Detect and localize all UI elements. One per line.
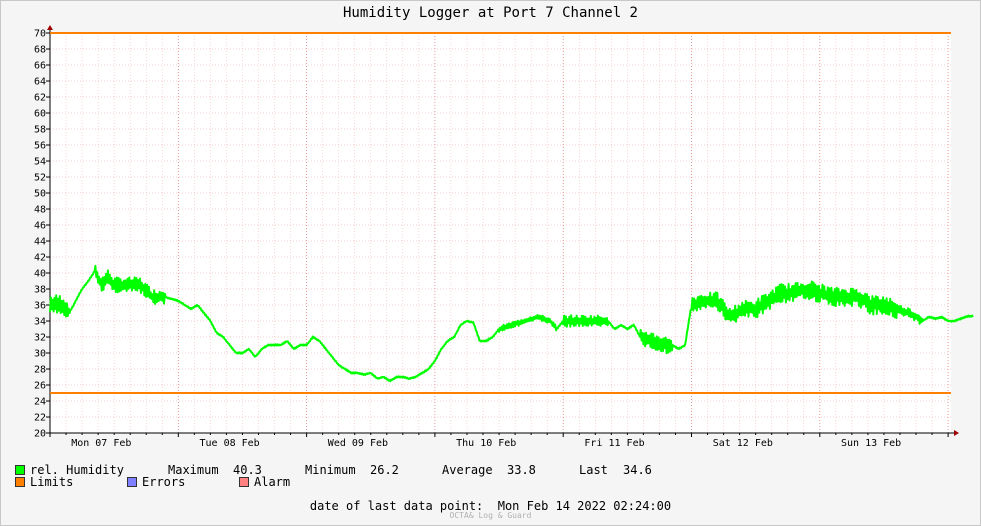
y-tick-label: 62 [34,93,46,104]
stat-last-value: 34.6 [623,463,652,477]
y-tick-label: 66 [34,61,46,72]
x-tick-label: Sun 13 Feb [841,438,901,449]
y-tick-label: 52 [34,173,46,184]
y-tick-label: 26 [34,381,46,392]
x-tick-label: Fri 11 Feb [584,438,644,449]
y-tick-label: 58 [34,125,46,136]
y-tick-label: 50 [34,189,46,200]
y-tick-label: 44 [34,237,46,248]
stat-min-label: Minimum [305,463,356,477]
y-tick-label: 70 [34,29,46,40]
x-tick-label: Wed 09 Feb [328,438,388,449]
stat-max-label: Maximum [168,463,219,477]
x-tick-label: Tue 08 Feb [200,438,260,449]
y-tick-label: 34 [34,317,46,328]
legend-label-alarm: Alarm [254,475,291,489]
y-tick-label: 60 [34,109,46,120]
legend-swatch-limits [15,477,25,487]
y-tick-label: 22 [34,413,46,424]
y-tick-label: 30 [34,349,46,360]
plot-area [50,33,951,433]
y-tick-label: 20 [34,429,46,440]
stat-last-label: Last [579,463,608,477]
stat-min-value: 26.2 [370,463,399,477]
y-tick-label: 38 [34,285,46,296]
y-tick-label: 42 [34,253,46,264]
y-tick-label: 24 [34,397,46,408]
y-tick-label: 54 [34,157,46,168]
legend-swatch-alarm [239,477,249,487]
y-tick-label: 40 [34,269,46,280]
x-tick-label: Mon 07 Feb [71,438,131,449]
chart-title: Humidity Logger at Port 7 Channel 2 [342,5,638,21]
y-tick-label: 48 [34,205,46,216]
stat-max-value: 40.3 [233,463,262,477]
x-axis-arrow [954,430,959,436]
y-tick-label: 64 [34,77,46,88]
x-tick-label: Thu 10 Feb [456,438,516,449]
legend-swatch-errors [127,477,137,487]
legend-label-humidity: rel. Humidity [30,463,124,477]
legend-label-errors: Errors [142,475,186,489]
stat-avg-value: 33.8 [507,463,536,477]
x-tick-label: Sat 12 Feb [713,438,773,449]
legend-swatch-humidity [15,465,25,475]
y-tick-label: 28 [34,365,46,376]
y-tick-label: 46 [34,221,46,232]
last-data-point-label: date of last data point: Mon Feb 14 2022… [309,499,672,513]
watermark: OCTA& Log & Guard [449,511,532,520]
series-line-humidity [49,264,974,383]
y-tick-label: 36 [34,301,46,312]
y-tick-label: 56 [34,141,46,152]
y-tick-label: 68 [34,45,46,56]
y-axis-arrow [47,25,53,30]
y-tick-label: 32 [34,333,46,344]
stat-avg-label: Average [442,463,493,477]
legend-label-limits: Limits [30,475,74,489]
